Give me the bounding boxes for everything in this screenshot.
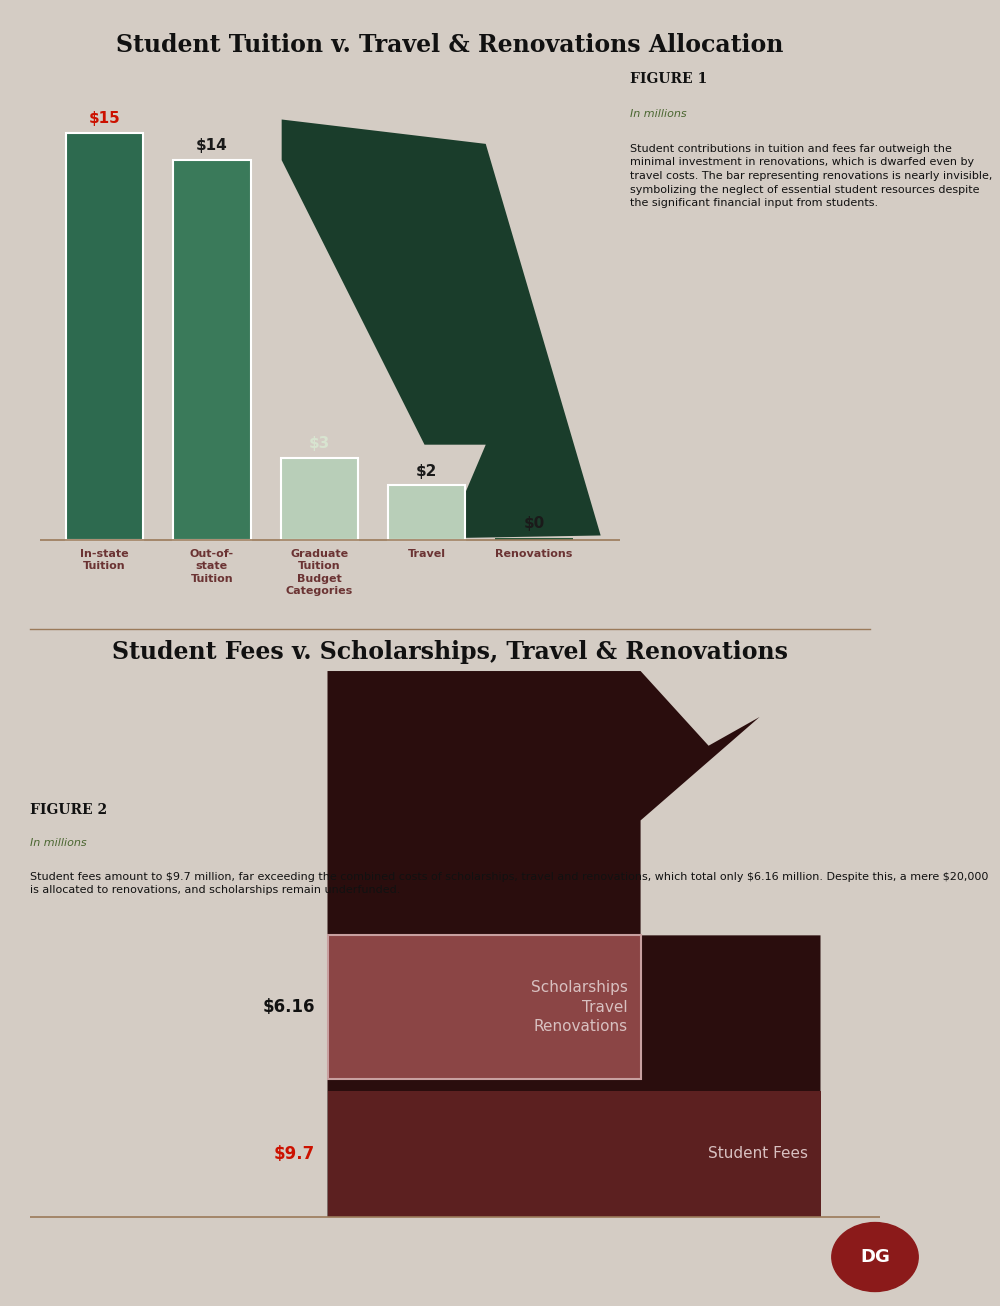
Text: In-state
Tuition: In-state Tuition <box>80 549 129 572</box>
Text: $14: $14 <box>196 138 228 153</box>
Text: DG: DG <box>860 1249 890 1266</box>
Polygon shape <box>282 120 601 538</box>
Text: $0: $0 <box>523 516 545 532</box>
Bar <box>173 161 251 539</box>
Text: Student contributions in tuition and fees far outweigh the minimal investment in: Student contributions in tuition and fee… <box>630 144 992 208</box>
Bar <box>66 133 143 539</box>
Text: $2: $2 <box>416 464 437 478</box>
Text: $6.16: $6.16 <box>262 998 315 1016</box>
Text: Out-of-
state
Tuition: Out-of- state Tuition <box>190 549 234 584</box>
Text: Graduate
Tuition
Budget
Categories: Graduate Tuition Budget Categories <box>286 549 353 597</box>
Text: $15: $15 <box>89 111 120 127</box>
Text: Scholarships
Travel
Renovations: Scholarships Travel Renovations <box>531 980 628 1034</box>
Text: Student Fees v. Scholarships, Travel & Renovations: Student Fees v. Scholarships, Travel & R… <box>112 640 788 663</box>
Text: $3: $3 <box>309 436 330 452</box>
Text: In millions: In millions <box>30 837 87 848</box>
Text: Student Tuition v. Travel & Renovations Allocation: Student Tuition v. Travel & Renovations … <box>116 33 784 56</box>
Text: Student Fees: Student Fees <box>708 1147 808 1161</box>
Text: FIGURE 2: FIGURE 2 <box>30 803 107 818</box>
Bar <box>495 538 573 539</box>
Text: Student fees amount to $9.7 million, far exceeding the combined costs of scholar: Student fees amount to $9.7 million, far… <box>30 872 988 896</box>
Bar <box>328 935 641 1079</box>
Circle shape <box>832 1222 918 1292</box>
Text: $9.7: $9.7 <box>274 1145 315 1162</box>
Bar <box>281 458 358 539</box>
Text: Renovations: Renovations <box>495 549 573 559</box>
Text: Travel: Travel <box>408 549 446 559</box>
Bar <box>328 1091 820 1217</box>
Text: FIGURE 1: FIGURE 1 <box>630 72 707 86</box>
Bar <box>388 486 465 539</box>
Polygon shape <box>328 671 821 1217</box>
Text: In millions: In millions <box>630 110 687 119</box>
